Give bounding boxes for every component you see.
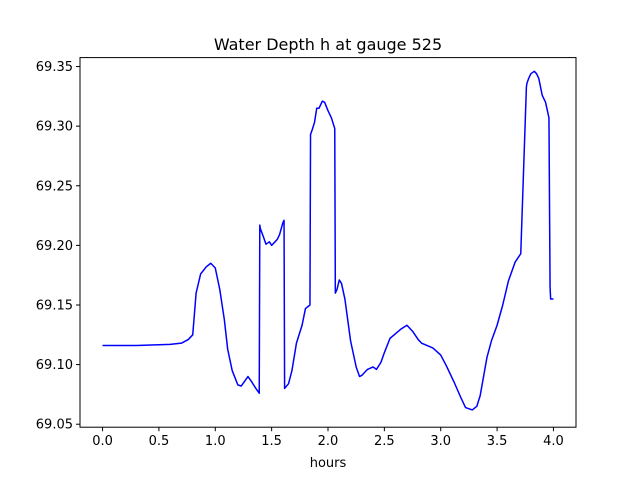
x-tick-label: 0.5 [149, 434, 170, 449]
x-tick-label: 1.5 [261, 434, 282, 449]
y-tick-label: 69.15 [36, 298, 73, 313]
y-tick-label: 69.20 [36, 239, 73, 254]
y-tick-label: 69.35 [36, 60, 73, 75]
y-tick-label: 69.05 [36, 418, 73, 433]
y-tick-label: 69.10 [36, 358, 73, 373]
x-axis-label: hours [310, 456, 347, 471]
x-tick-label: 4.0 [543, 434, 564, 449]
x-tick-label: 2.5 [374, 434, 395, 449]
plot-area [102, 70, 554, 411]
x-tick-label: 0.0 [92, 434, 113, 449]
y-tick-label: 69.25 [36, 179, 73, 194]
y-axis: 69.05 69.10 69.15 69.20 69.25 69.30 69.35 [36, 60, 80, 433]
x-tick-label: 3.0 [430, 434, 451, 449]
x-tick-label: 2.0 [318, 434, 339, 449]
chart-title: Water Depth h at gauge 525 [214, 35, 442, 54]
series-line-0 [102, 70, 554, 411]
x-tick-label: 3.5 [487, 434, 508, 449]
x-tick-label: 1.0 [205, 434, 226, 449]
x-axis: 0.0 0.5 1.0 1.5 2.0 2.5 3.0 3.5 4.0 [92, 427, 564, 449]
y-tick-label: 69.30 [36, 120, 73, 135]
